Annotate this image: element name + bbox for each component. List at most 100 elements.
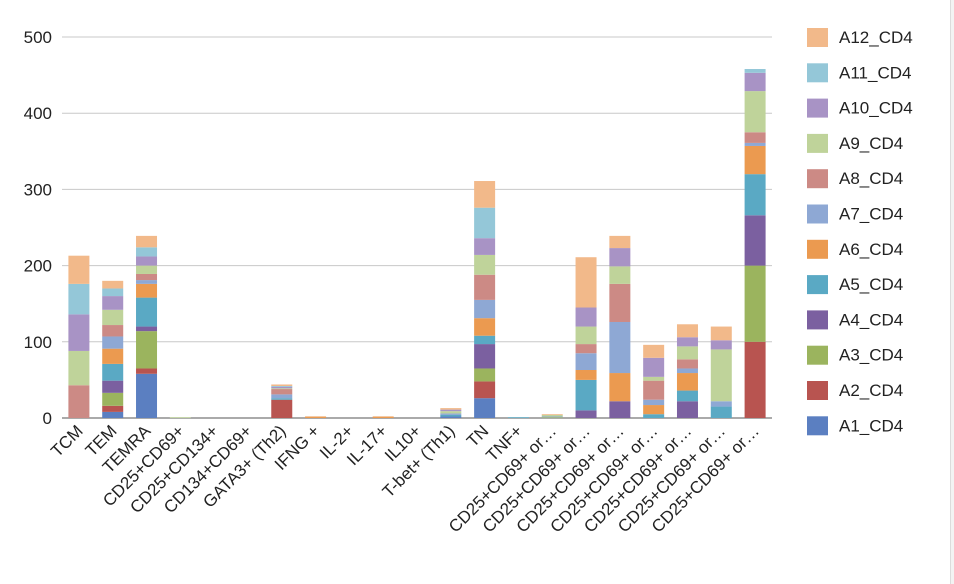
bar-segment xyxy=(710,340,732,350)
bar-segment xyxy=(136,280,158,284)
bar-segment xyxy=(710,349,732,402)
bar-segment xyxy=(676,368,698,374)
legend-swatch xyxy=(807,345,828,365)
legend-swatch xyxy=(807,133,828,153)
bar-segment xyxy=(136,283,158,298)
legend-item: A7_CD4 xyxy=(807,204,903,224)
bar-segment xyxy=(440,416,462,418)
bar-segment xyxy=(102,336,124,349)
bar-stack xyxy=(305,416,327,418)
legend-label: A9_CD4 xyxy=(839,134,903,153)
bar-segment xyxy=(676,359,698,369)
bar-segment xyxy=(609,283,631,322)
bar-segment xyxy=(575,307,597,327)
bar-stack xyxy=(744,69,766,418)
bar-segment xyxy=(744,265,766,342)
y-tick-label: 300 xyxy=(24,180,52,199)
bar-segment xyxy=(68,350,90,386)
bar-segment xyxy=(136,326,158,332)
bar-segment xyxy=(676,337,698,347)
bar-stack xyxy=(643,344,665,418)
gridlines xyxy=(62,36,772,419)
bar-segment xyxy=(305,416,327,418)
legend-label: A1_CD4 xyxy=(839,416,903,435)
bar-stack xyxy=(440,408,462,418)
bar-segment xyxy=(271,384,293,386)
bar-segment xyxy=(541,416,563,418)
bar-stack xyxy=(507,417,529,419)
legend-swatch xyxy=(807,28,828,47)
legend-swatch xyxy=(807,275,828,295)
legend-label: A6_CD4 xyxy=(839,240,903,259)
bar-segment xyxy=(102,296,124,310)
bar-segment xyxy=(575,353,597,370)
bar-segment xyxy=(136,256,158,266)
legend-label: A4_CD4 xyxy=(839,310,903,329)
bar-segment xyxy=(575,326,597,345)
legend-label: A7_CD4 xyxy=(839,205,903,224)
bar-segment xyxy=(676,390,698,402)
legend-item: A11_CD4 xyxy=(807,63,911,83)
bar-segment xyxy=(710,326,732,341)
bar-segment xyxy=(102,325,124,337)
bar-stack xyxy=(68,255,90,418)
legend-swatch xyxy=(807,310,828,330)
bar-segment xyxy=(474,381,496,399)
bar-segment xyxy=(609,266,631,284)
legend-label: A10_CD4 xyxy=(839,99,913,118)
legend: A12_CD4 A11_CD4 A10_CD4 A9_CD4 A8_CD4 A7_CD4 A… xyxy=(807,28,913,436)
bar-segment xyxy=(102,348,124,364)
bar-segment xyxy=(136,297,158,327)
bar-segment xyxy=(440,409,462,412)
bar-segment xyxy=(474,344,496,369)
bar-segment xyxy=(710,406,732,418)
bar-segment xyxy=(609,401,631,418)
legend-item: A6_CD4 xyxy=(807,239,903,259)
bar-segment xyxy=(440,411,462,414)
bar-segment xyxy=(136,265,158,274)
legend-label: A5_CD4 xyxy=(839,275,903,294)
bar-segment xyxy=(271,388,293,390)
bar-segment xyxy=(710,401,732,407)
bar-segment xyxy=(575,344,597,354)
bar-stack xyxy=(575,257,597,418)
bar-segment xyxy=(102,411,124,418)
bar-segment xyxy=(474,318,496,336)
legend-item: A5_CD4 xyxy=(807,275,903,295)
x-tick-label: TCM xyxy=(47,421,86,460)
bar-stack xyxy=(609,235,631,418)
bar-segment xyxy=(271,389,293,395)
bar-segment xyxy=(744,142,766,146)
bar-segment xyxy=(102,363,124,381)
x-axis-ticks: TCMTEMTEMRACD25+CD69+CD25+CD134+CD134+CD… xyxy=(47,421,763,536)
bar-segment xyxy=(609,235,631,249)
bar-segment xyxy=(271,386,293,389)
bar-segment xyxy=(474,368,496,382)
y-tick-label: 0 xyxy=(43,409,52,428)
bar-segment xyxy=(136,273,158,281)
bar-segment xyxy=(609,321,631,374)
bar-segment xyxy=(643,399,665,406)
y-axis-ticks: 0 100 200 300 400 500 xyxy=(24,28,52,428)
bar-segment xyxy=(136,373,158,418)
bar-stack xyxy=(676,324,698,418)
bar-segment xyxy=(271,385,293,387)
bar-segment xyxy=(474,207,496,239)
bar-segment xyxy=(744,132,766,143)
bar-segment xyxy=(744,145,766,175)
legend-label: A12_CD4 xyxy=(839,28,913,47)
bar-segment xyxy=(474,274,496,300)
bar-segment xyxy=(474,181,496,208)
bar-segment xyxy=(271,399,293,418)
legend-swatch xyxy=(807,63,828,83)
legend-swatch xyxy=(807,381,828,400)
bar-segment xyxy=(744,341,766,418)
bar-stack xyxy=(710,326,732,418)
bar-segment xyxy=(474,238,496,255)
bar-stack xyxy=(474,181,496,418)
bar-segment xyxy=(68,255,90,284)
bar-segment xyxy=(68,283,90,315)
legend-item: A9_CD4 xyxy=(807,133,903,153)
